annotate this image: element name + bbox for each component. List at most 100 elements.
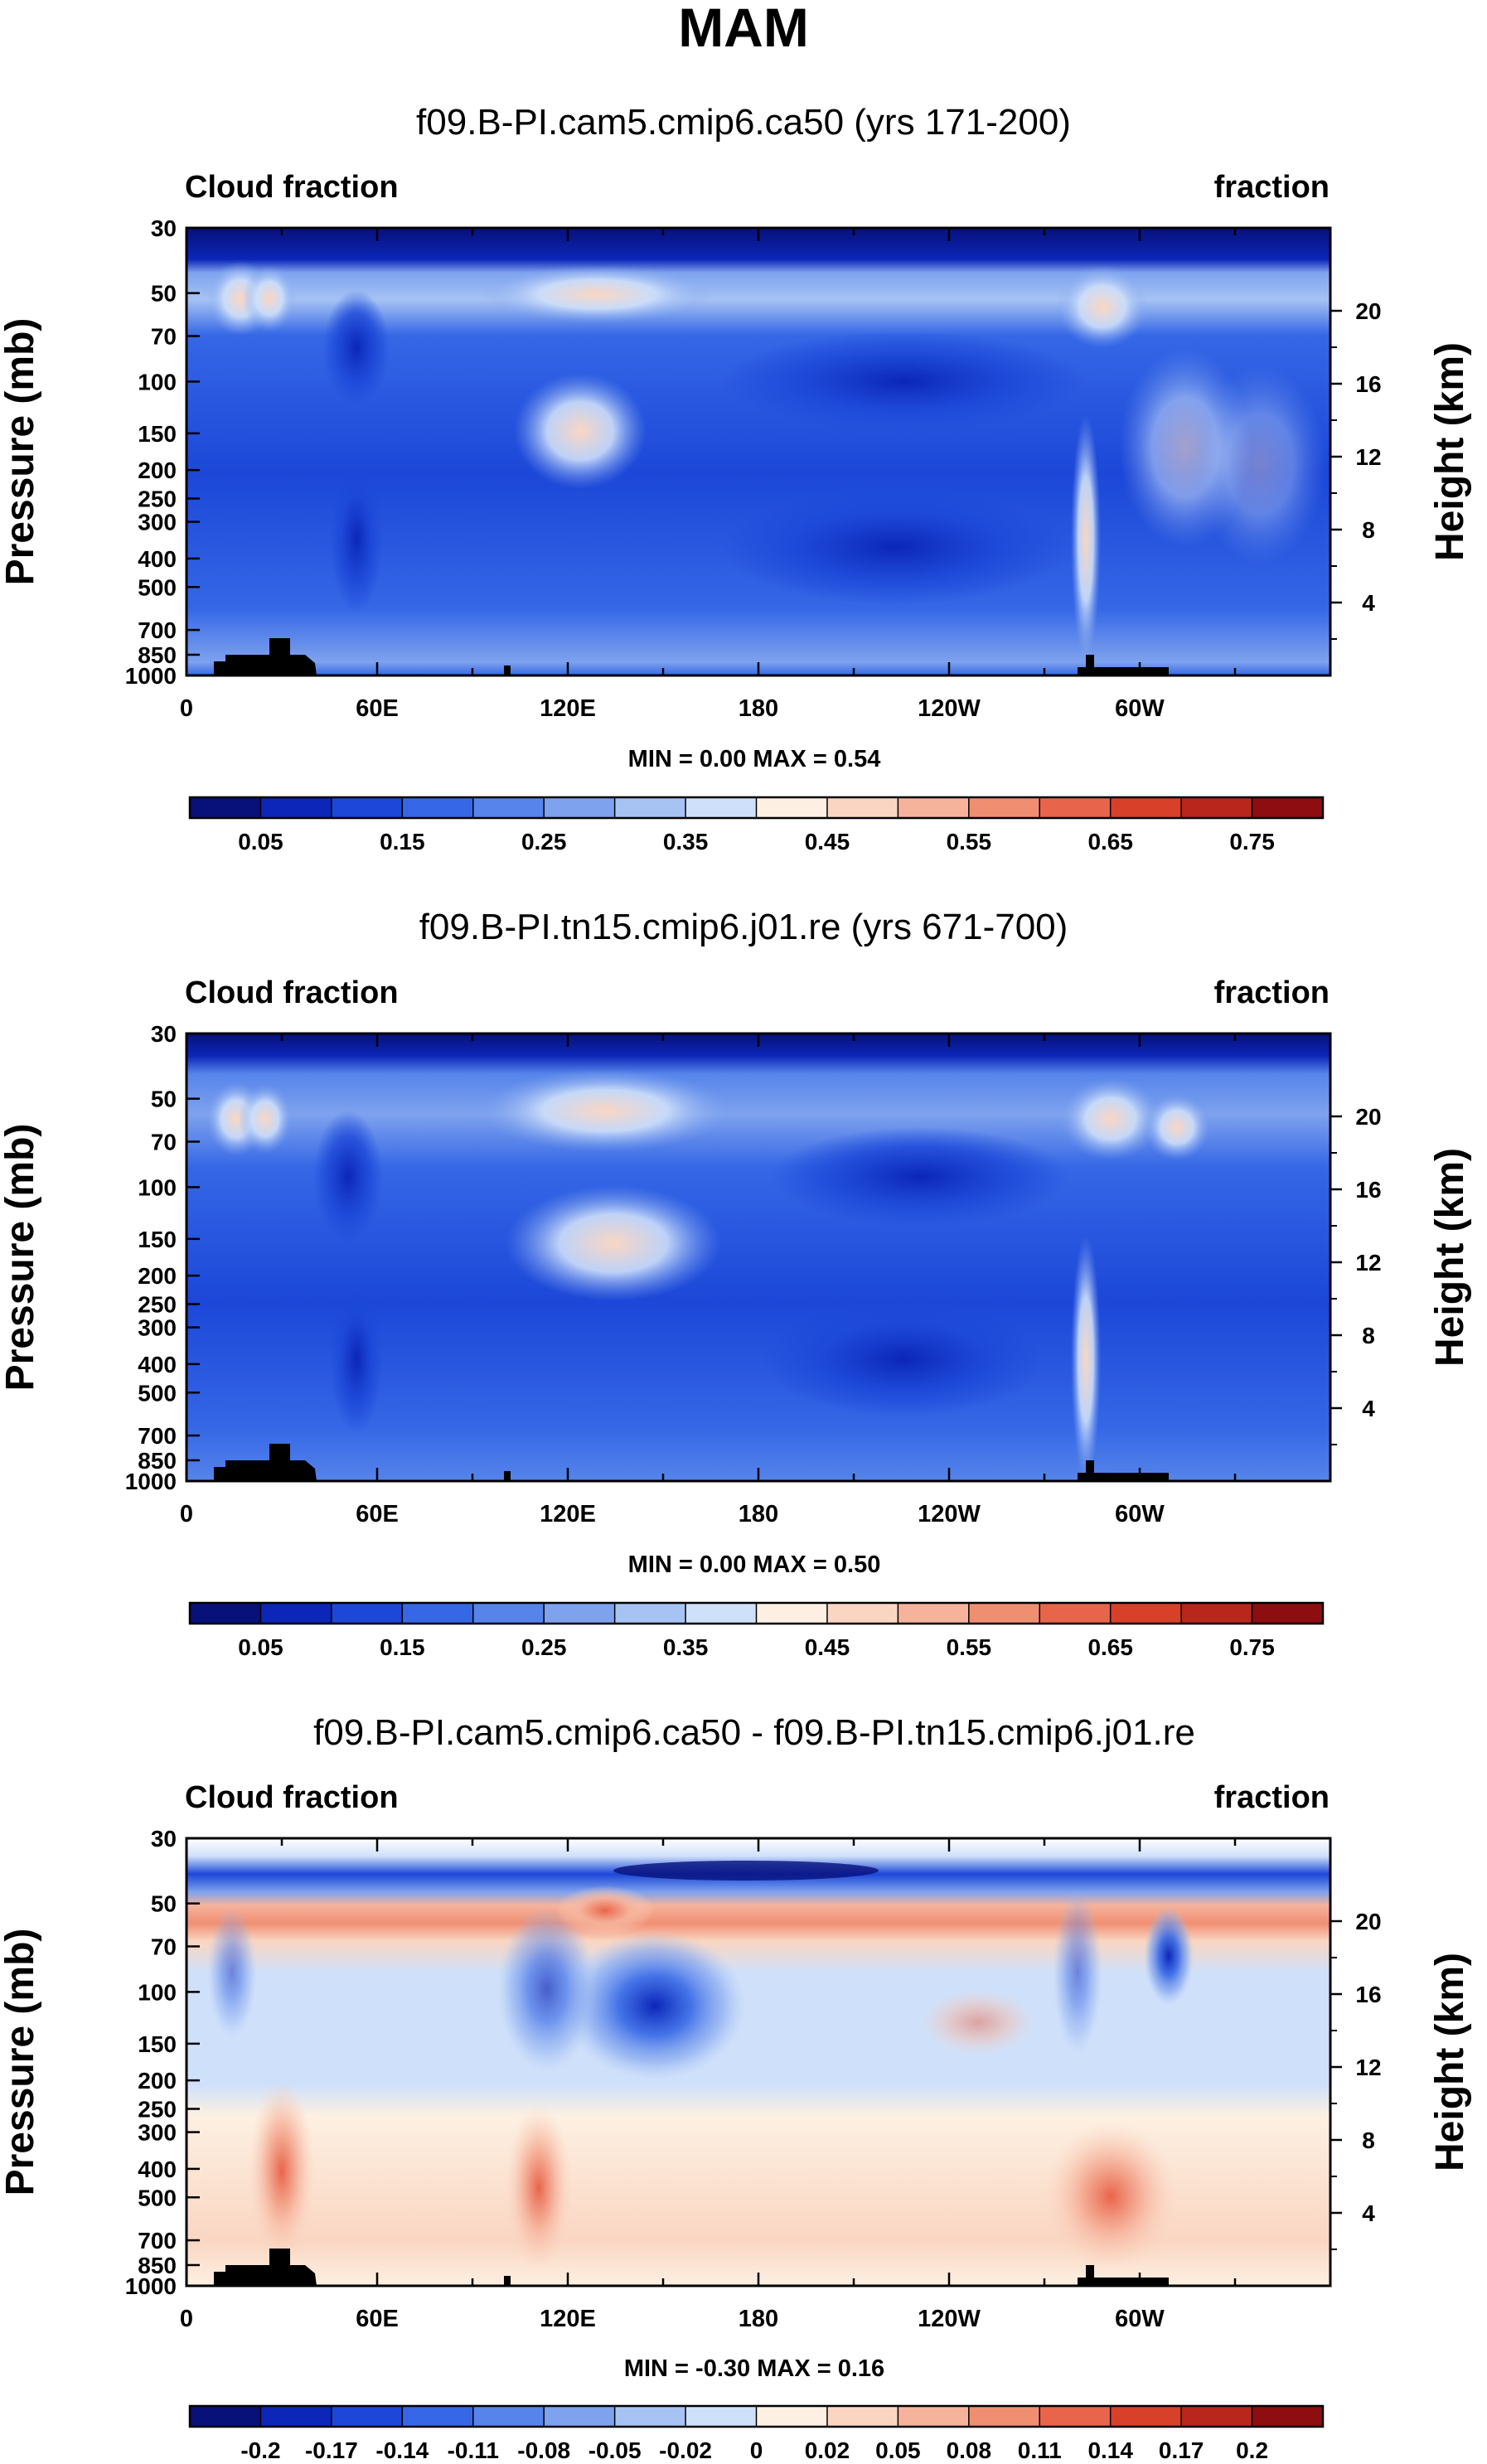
y2-tick-label: 8: [1362, 517, 1375, 543]
colorbar-label: -0.17: [305, 2437, 358, 2463]
colorbar-swatch: [1039, 2406, 1112, 2427]
field-feature: [481, 1069, 729, 1152]
x-tick-label: 120E: [540, 2306, 596, 2332]
colorbar-label: 0.25: [521, 829, 567, 854]
topography: [1078, 655, 1169, 675]
y-tick-label: 200: [138, 1263, 177, 1289]
colorbar-swatch: [756, 1603, 828, 1624]
field-feature: [555, 1886, 655, 1935]
field-feature: [1144, 1906, 1194, 2006]
y2-tick-label: 8: [1362, 2128, 1375, 2153]
colorbar-label: 0.65: [1087, 829, 1133, 854]
y-tick-label: 150: [138, 421, 177, 447]
y-axis-title: Pressure (mb): [0, 1124, 42, 1392]
colorbar-label: 0.05: [238, 829, 283, 854]
y-tick-label: 70: [151, 1934, 177, 1959]
y-tick-label: 30: [151, 1826, 177, 1852]
y-tick-label: 50: [151, 281, 177, 307]
y2-tick-label: 20: [1355, 1909, 1381, 1934]
colorbar-swatch: [260, 797, 332, 818]
colorbar-swatch: [898, 797, 970, 818]
variable-label: Cloud fraction: [185, 975, 399, 1010]
colorbar-swatch: [968, 1603, 1040, 1624]
colorbar-swatch: [1252, 2406, 1324, 2427]
x-axis: 0 60E 120E 180 120W 60W: [180, 228, 1332, 722]
colorbar-label: 0.14: [1087, 2437, 1133, 2463]
colorbar-swatch: [1252, 797, 1324, 818]
panel-1: f09.B-PI.cam5.cmip6.ca50 (yrs 171-200) C…: [0, 102, 1472, 854]
x-tick-label: 0: [180, 1501, 193, 1527]
colorbar-swatch: [260, 1603, 332, 1624]
y-tick-label: 300: [138, 510, 177, 535]
y2-axis-title: Height (km): [1428, 1148, 1472, 1367]
y-tick-label: 400: [138, 1352, 177, 1377]
colorbar-label: 0.08: [947, 2437, 992, 2463]
x-tick-label: 180: [739, 695, 778, 722]
x-tick-label: 60E: [356, 695, 399, 722]
field-feature: [1194, 365, 1326, 564]
field-feature: [330, 1285, 383, 1434]
colorbar-swatch: [190, 797, 261, 818]
y-tick-label: 100: [138, 369, 177, 395]
colorbar-label: 0.15: [380, 1634, 425, 1660]
colorbar-swatch: [544, 797, 616, 818]
colorbar-label: 0.45: [805, 829, 850, 854]
colorbar-label: 0.55: [947, 829, 992, 854]
topography: [214, 2249, 317, 2286]
x-tick-label: 180: [739, 1501, 778, 1527]
units-label: fraction: [1214, 975, 1330, 1010]
field-feature: [313, 1111, 383, 1243]
min-value: -0.30: [695, 2355, 750, 2382]
colorbar-label: 0.45: [805, 1634, 850, 1660]
stats-line: MIN = 0.00 MAX = 0.50: [628, 1551, 881, 1578]
colorbar-label: -0.02: [659, 2437, 712, 2463]
min-value: 0.00: [700, 1551, 746, 1578]
colorbar-label: -0.14: [375, 2437, 429, 2463]
variable-label: Cloud fraction: [185, 1780, 399, 1815]
colorbar-swatch: [190, 2406, 261, 2427]
y-tick-label: 850: [138, 642, 177, 668]
x-tick-label: 60E: [356, 1501, 399, 1527]
colorbar-swatch: [614, 1603, 686, 1624]
y2-axis: 20 16 12 8 4: [1330, 1104, 1382, 1446]
panel-3: f09.B-PI.cam5.cmip6.ca50 - f09.B-PI.tn15…: [0, 1712, 1472, 2463]
colorbar-label: 0.35: [663, 1634, 709, 1660]
colorbar-frame: [188, 1601, 1325, 1625]
y-tick-label: 300: [138, 2120, 177, 2146]
x-tick-label: 180: [739, 2306, 778, 2332]
y2-tick-label: 16: [1355, 1982, 1381, 2007]
stats-line: MIN = -0.30 MAX = 0.16: [624, 2355, 884, 2382]
contour-field: [186, 228, 1330, 675]
topography: [504, 666, 511, 675]
colorbar-swatch: [544, 1603, 616, 1624]
max-value: 0.16: [838, 2355, 884, 2382]
x-tick-label: 120W: [918, 695, 981, 722]
y-tick-label: 1000: [125, 2273, 177, 2299]
topography: [504, 1471, 511, 1481]
colorbar-swatch: [826, 1603, 898, 1624]
field-feature: [207, 1906, 257, 2039]
colorbar-label: 0.05: [238, 1634, 283, 1660]
topography: [214, 1444, 317, 1481]
colorbar: 0.05 0.15 0.25 0.35 0.45 0.55 0.65 0.75: [188, 1601, 1325, 1660]
colorbar: 0.05 0.15 0.25 0.35 0.45 0.55 0.65 0.75: [188, 796, 1325, 854]
colorbar-swatch: [1110, 1603, 1182, 1624]
y2-tick-label: 12: [1355, 2055, 1381, 2080]
panel-title: f09.B-PI.cam5.cmip6.ca50 - f09.B-PI.tn15…: [313, 1712, 1195, 1753]
field-feature: [1061, 1077, 1160, 1160]
figure-title: MAM: [678, 0, 809, 58]
field-feature: [613, 1861, 879, 1881]
colorbar-swatch: [826, 2406, 898, 2427]
colorbar-swatch: [331, 1603, 403, 1624]
y-tick-label: 30: [151, 1021, 177, 1047]
colorbar-swatch: [472, 797, 545, 818]
colorbar-swatch: [968, 2406, 1040, 2427]
units-label: fraction: [1214, 1780, 1330, 1815]
panel-2: f09.B-PI.tn15.cmip6.j01.re (yrs 671-700)…: [0, 907, 1472, 1660]
y-tick-label: 100: [138, 1174, 177, 1200]
y2-tick-label: 16: [1355, 371, 1381, 397]
colorbar-swatch: [1110, 2406, 1182, 2427]
colorbar-label: 0.25: [521, 1634, 567, 1660]
y2-axis: 20 16 12 8 4: [1330, 1909, 1382, 2251]
